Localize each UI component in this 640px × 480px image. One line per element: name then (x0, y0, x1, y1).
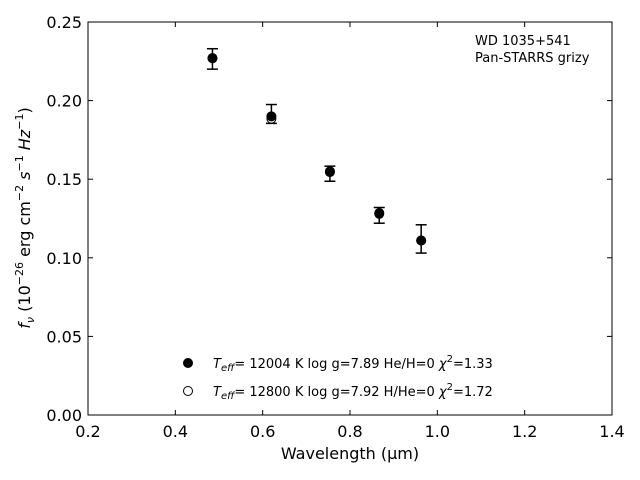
plot-area (88, 22, 612, 415)
y-tick-label: 0.25 (46, 13, 82, 32)
plot-frame (87, 21, 613, 416)
x-axis-label: Wavelength (μm) (281, 444, 419, 463)
legend-marker-filled (183, 358, 193, 368)
legend-entry-1: Teff= 12004 K log g=7.89 He/H=0 χ2=1.33 (213, 354, 493, 374)
y-tick-label: 0.10 (46, 249, 82, 268)
model-point-filled (374, 208, 385, 219)
y-label-close: ) (15, 107, 34, 113)
model-point-filled (266, 111, 277, 122)
legend-marker-open (183, 386, 193, 396)
y-label-open: (10 (15, 285, 34, 317)
x-axis-ticks: 0.2 0.4 0.6 0.8 1.0 1.2 1.4 (75, 22, 625, 441)
annotation-line-2: Pan-STARRS grizy (475, 51, 590, 66)
y-tick-label: 0.05 (46, 327, 82, 346)
x-tick-label: 0.6 (250, 422, 275, 441)
model-point-filled (416, 235, 427, 246)
y-label-nu: ν (24, 317, 37, 323)
y-label-erg: erg cm (15, 201, 34, 262)
y-axis-ticks: 0.00 0.05 0.10 0.15 0.20 0.25 (46, 13, 612, 425)
y-tick-label: 0.00 (46, 406, 82, 425)
x-tick-label: 0.4 (163, 422, 188, 441)
legend-entry-2: Teff= 12800 K log g=7.92 H/He=0 χ2=1.72 (213, 382, 493, 402)
y-label-exp4: −1 (13, 114, 26, 130)
y-label-hz: Hz (15, 129, 34, 155)
x-tick-label: 0.8 (337, 422, 362, 441)
y-label-f: f (15, 321, 34, 329)
y-label-exp: −26 (13, 262, 26, 285)
y-label-s: s (15, 172, 34, 185)
x-tick-label: 1.2 (512, 422, 537, 441)
y-label-exp3: −1 (13, 155, 26, 171)
model-point-filled (207, 53, 218, 64)
y-axis-label: fν (10−26 erg cm−2 s−1 Hz−1) (13, 107, 37, 328)
x-tick-label: 0.2 (75, 422, 100, 441)
legend: Teff= 12004 K log g=7.89 He/H=0 χ2=1.33 … (183, 354, 493, 402)
y-tick-label: 0.20 (46, 92, 82, 111)
y-tick-label: 0.15 (46, 170, 82, 189)
x-tick-label: 1.4 (599, 422, 624, 441)
data-points (207, 53, 427, 246)
y-label-exp2: −2 (13, 185, 26, 201)
x-tick-label: 1.0 (425, 422, 450, 441)
model-point-filled (324, 166, 335, 177)
annotation-line-1: WD 1035+541 (475, 34, 571, 49)
